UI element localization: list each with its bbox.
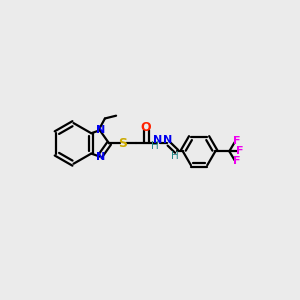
Text: O: O <box>140 122 151 134</box>
Text: F: F <box>233 156 241 166</box>
Text: N: N <box>163 135 172 145</box>
Text: F: F <box>233 136 241 146</box>
Text: N: N <box>96 152 105 162</box>
Text: H: H <box>151 141 159 151</box>
Text: N: N <box>96 124 105 135</box>
Text: H: H <box>171 152 178 161</box>
Text: S: S <box>118 137 127 150</box>
Text: F: F <box>236 146 244 156</box>
Text: N: N <box>153 135 162 145</box>
